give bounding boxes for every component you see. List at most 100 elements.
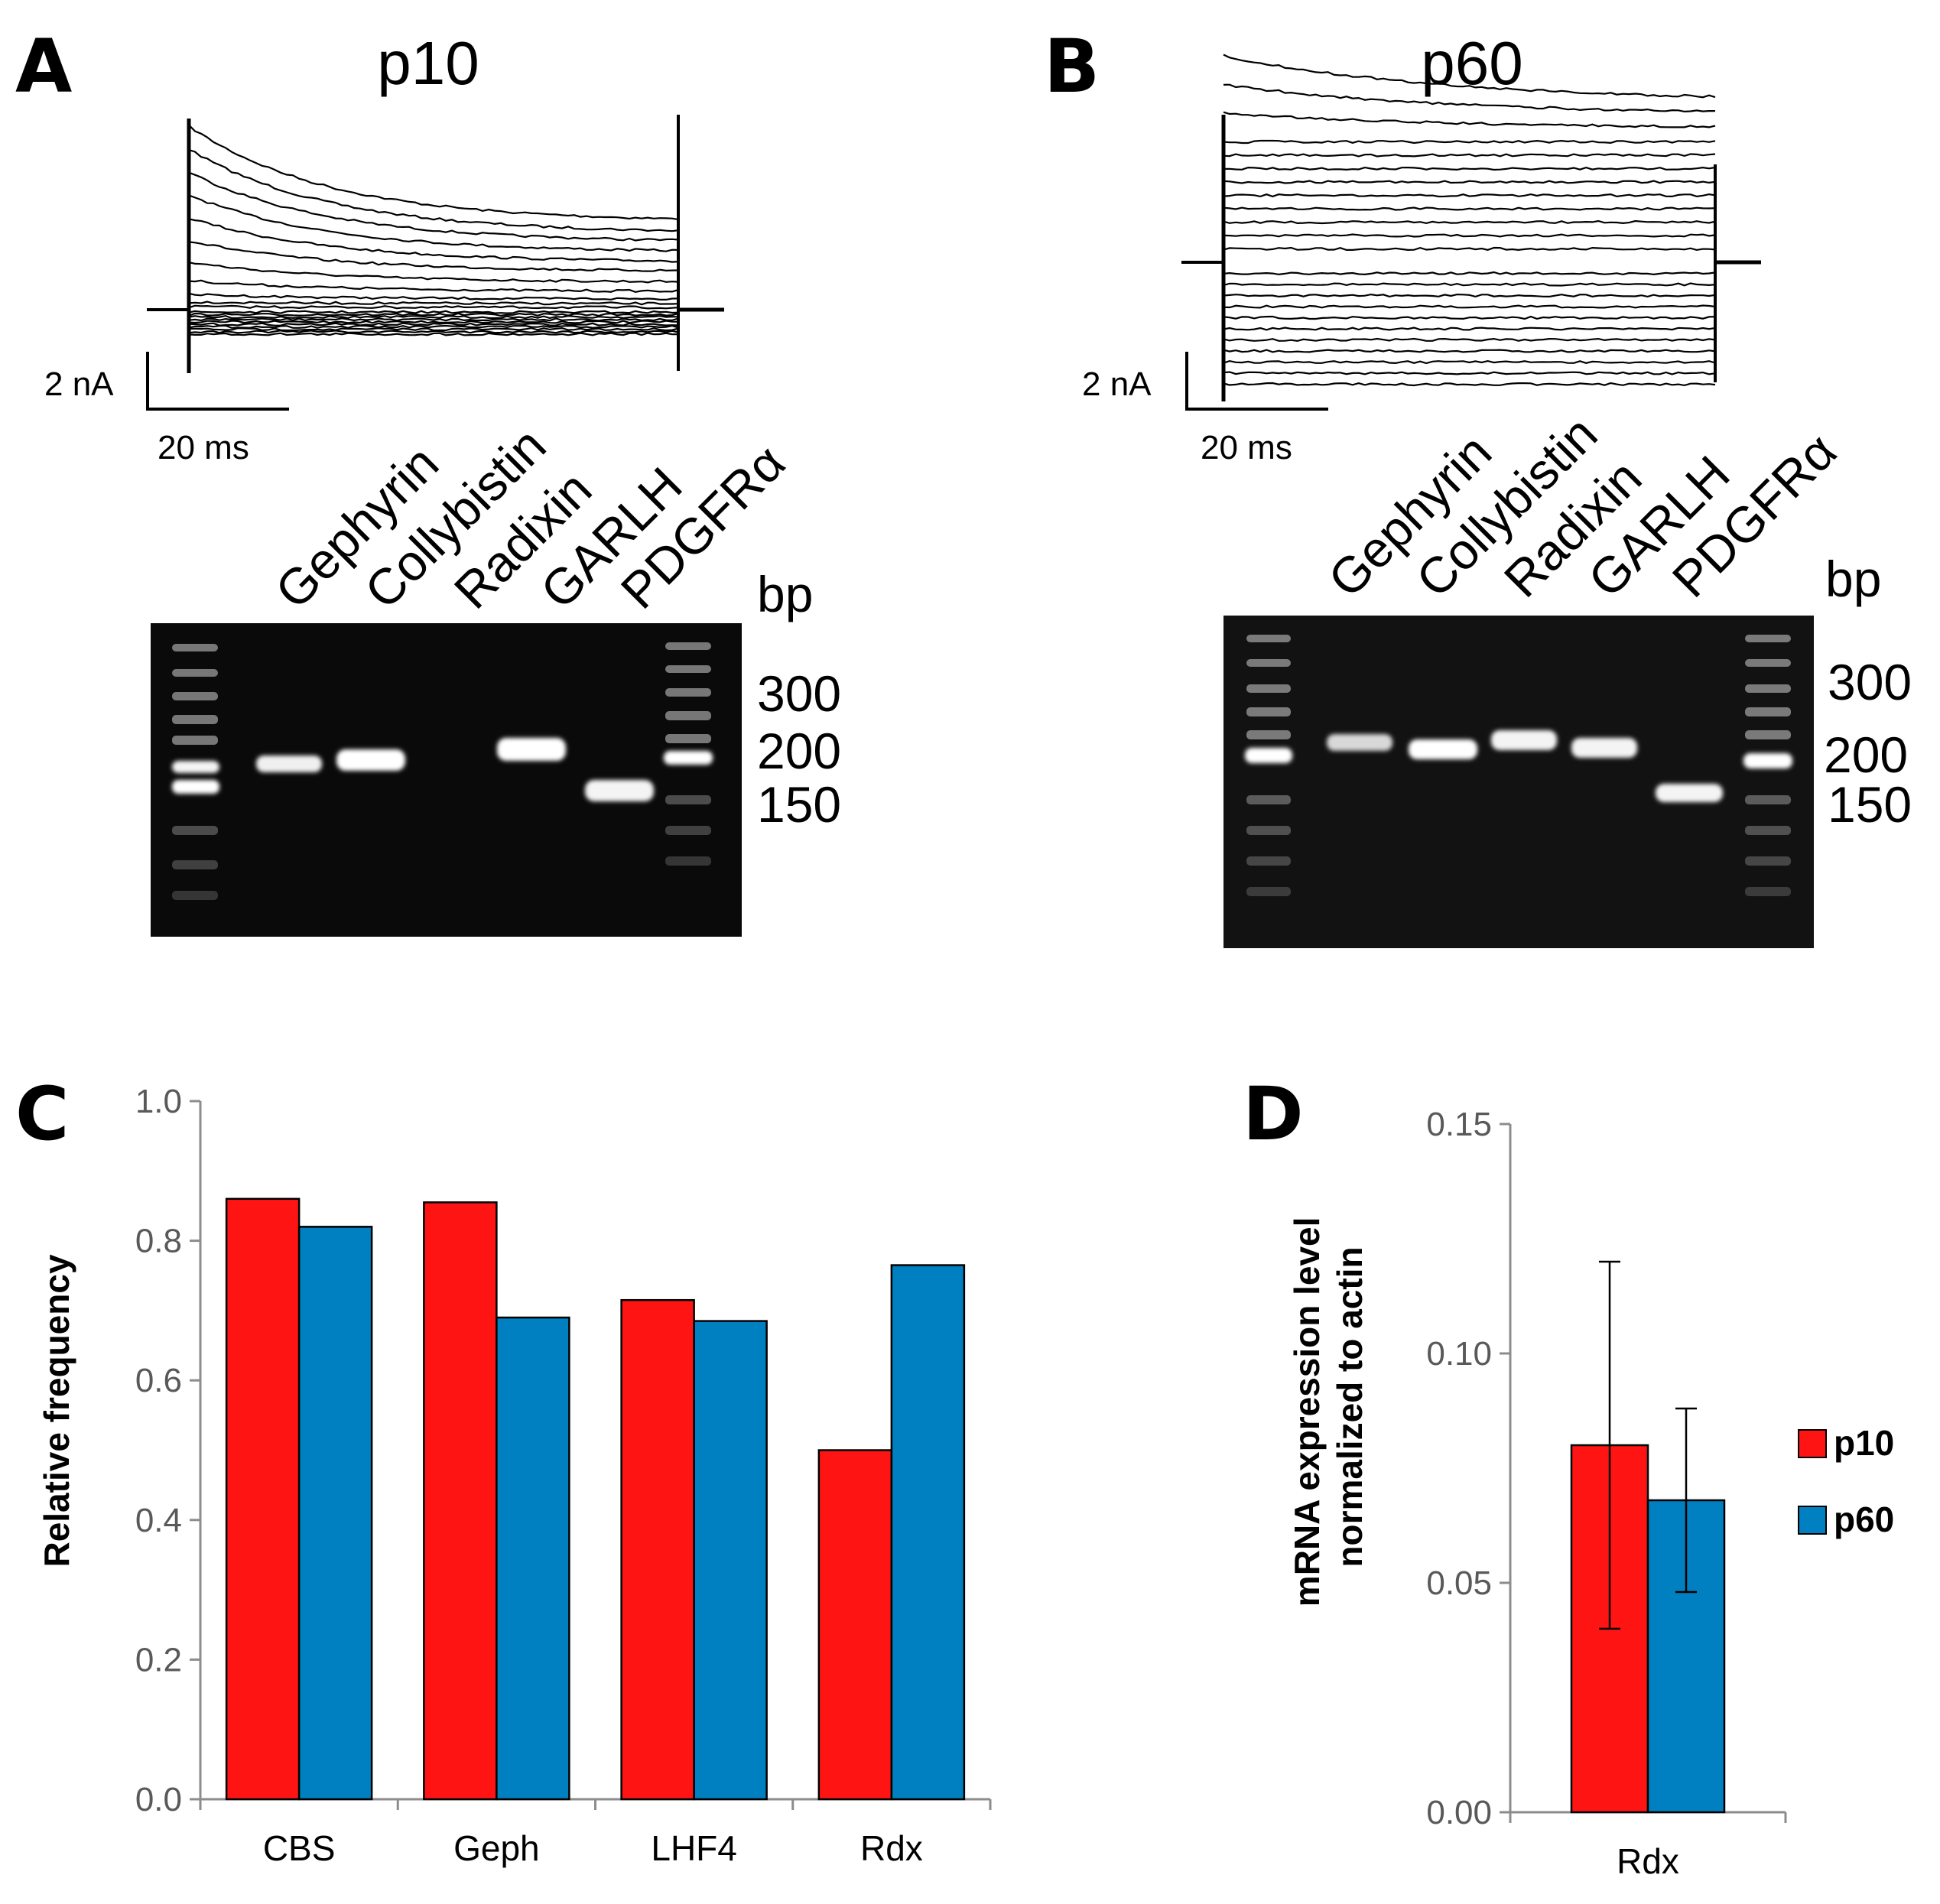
band-pdgfra-a	[585, 780, 654, 801]
scale-time-b: 20 ms	[1201, 429, 1292, 466]
trace-20	[1223, 359, 1716, 365]
trace-17	[1223, 327, 1716, 331]
bar-p60-geph	[496, 1316, 570, 1801]
y-tick-label: 0.00	[1426, 1794, 1492, 1831]
trace-13	[1223, 282, 1716, 287]
ladder-band-200-a	[172, 761, 219, 773]
legend-swatch-p60	[1798, 1506, 1827, 1535]
lane-labels-a: Gephyrin Collybistin Radixin GARLH PDGFR…	[265, 417, 796, 619]
x-category-label-rdx: Rdx	[1617, 1841, 1679, 1881]
bp-unit-a: bp	[757, 566, 813, 622]
ladder-left-b	[1246, 635, 1291, 896]
trace-18	[1223, 337, 1716, 343]
y-tick-label: 0.2	[135, 1641, 182, 1678]
panel-c: C Relative frequency 0.0 0.2 0.4 0.6 0.8 1.0 C…	[15, 1071, 992, 1868]
trace-11	[188, 310, 679, 314]
bp-150-a: 150	[757, 776, 841, 833]
band-pdgfra-b	[1656, 784, 1723, 802]
trace-8	[1223, 206, 1716, 211]
y-tick-label: 0.10	[1426, 1335, 1492, 1373]
trace-4	[188, 218, 679, 263]
bar-p60-cbs	[297, 1226, 373, 1801]
trace-14	[1223, 293, 1716, 298]
y-tick-label: 0.6	[135, 1362, 182, 1399]
panel-d-letter: D	[1243, 1071, 1304, 1157]
ladder-right-a	[665, 642, 711, 866]
trace-2	[188, 171, 679, 242]
y-tick-label: 0.05	[1426, 1564, 1492, 1602]
trace-10	[1223, 233, 1716, 238]
scale-current-a: 2 nA	[44, 366, 114, 403]
gel-a	[151, 623, 742, 937]
trace-9	[1223, 219, 1716, 225]
scale-bar-b: 2 nA 20 ms	[1082, 352, 1328, 466]
trace-16	[188, 322, 679, 327]
bp-200-a: 200	[757, 723, 841, 779]
bp-200-b: 200	[1824, 726, 1908, 783]
ladder-band-200-right-b	[1743, 753, 1792, 768]
chart-c: 0.0 0.2 0.4 0.6 0.8 1.0 CBS Geph LHF4 Rdx	[135, 1083, 992, 1868]
trace-1	[1223, 83, 1715, 113]
trace-1	[188, 149, 679, 232]
band-radixin-b	[1491, 730, 1557, 750]
legend-label-p10: p10	[1834, 1423, 1894, 1463]
legend-swatch-p10	[1798, 1429, 1827, 1458]
bar-p10-geph	[423, 1201, 498, 1801]
band-collybistin-a	[336, 749, 405, 771]
y-tick-label: 0.4	[135, 1502, 182, 1539]
bar-p10-lhf4	[620, 1298, 695, 1801]
ladder-band-200-b	[1245, 748, 1292, 763]
trace-16	[1223, 315, 1716, 320]
band-garlh-a	[497, 738, 566, 761]
trace-5	[188, 241, 679, 272]
ladder-band-150-a	[172, 780, 219, 794]
trace-15	[1223, 304, 1716, 309]
trace-12	[1223, 271, 1716, 276]
panel-b-letter: B	[1044, 24, 1100, 109]
trace-19	[1223, 349, 1716, 353]
chart-d-ylabel: mRNA expression level normalized to acti…	[1287, 1207, 1370, 1607]
y-tick-label: 0.8	[135, 1223, 182, 1260]
ladder-left-a	[172, 644, 218, 900]
trace-10	[188, 304, 679, 310]
scale-time-a: 20 ms	[158, 429, 249, 466]
trace-2	[1223, 111, 1716, 128]
bar-p10-rdx	[817, 1449, 893, 1801]
trace-3	[188, 194, 679, 252]
scale-bar-a: 2 nA 20 ms	[44, 352, 289, 466]
current-traces-p10	[147, 115, 724, 373]
trace-7	[1223, 193, 1716, 198]
band-collybistin-b	[1409, 739, 1477, 759]
x-category-label-geph: Geph	[453, 1828, 540, 1868]
band-gephyrin-a	[256, 755, 322, 772]
trace-9	[188, 301, 679, 306]
panel-c-letter: C	[15, 1071, 69, 1157]
chart-c-ylabel: Relative frequency	[37, 1254, 76, 1567]
bp-150-b: 150	[1828, 776, 1912, 833]
panel-d: D mRNA expression level normalized to ac…	[1243, 1071, 1894, 1881]
trace-21	[1223, 371, 1716, 375]
trace-8	[188, 292, 679, 301]
x-category-label-rdx: Rdx	[860, 1828, 923, 1868]
gel-b	[1223, 616, 1814, 948]
bp-300-a: 300	[757, 665, 841, 722]
lane-labels-b: Gephyrin Collybistin Radixin GARLH PDGFR…	[1318, 405, 1847, 608]
bp-markers-b: bp 300 200 150	[1824, 551, 1912, 833]
bp-unit-b: bp	[1825, 551, 1881, 607]
trace-3	[1223, 139, 1716, 145]
bp-300-b: 300	[1828, 654, 1912, 710]
trace-5	[1223, 166, 1716, 171]
bar-p60-rdx	[890, 1264, 966, 1801]
trace-18	[188, 327, 679, 332]
chart-d-ylabel-line-2: normalized to actin	[1330, 1246, 1370, 1567]
band-garlh-b	[1571, 738, 1637, 758]
current-traces-p60	[1181, 54, 1761, 401]
ladder-right-b	[1745, 635, 1791, 896]
panel-a: A p10 2 nA 20 ms Gephyrin Collybistin Ra…	[15, 24, 841, 937]
trace-0	[188, 124, 679, 221]
chart-d-ylabel-line-1: mRNA expression level	[1287, 1217, 1327, 1607]
trace-7	[188, 279, 679, 294]
y-tick-label: 0.15	[1426, 1106, 1492, 1143]
bar-p60-lhf4	[693, 1320, 768, 1801]
ladder-band-200-right-a	[664, 751, 713, 765]
